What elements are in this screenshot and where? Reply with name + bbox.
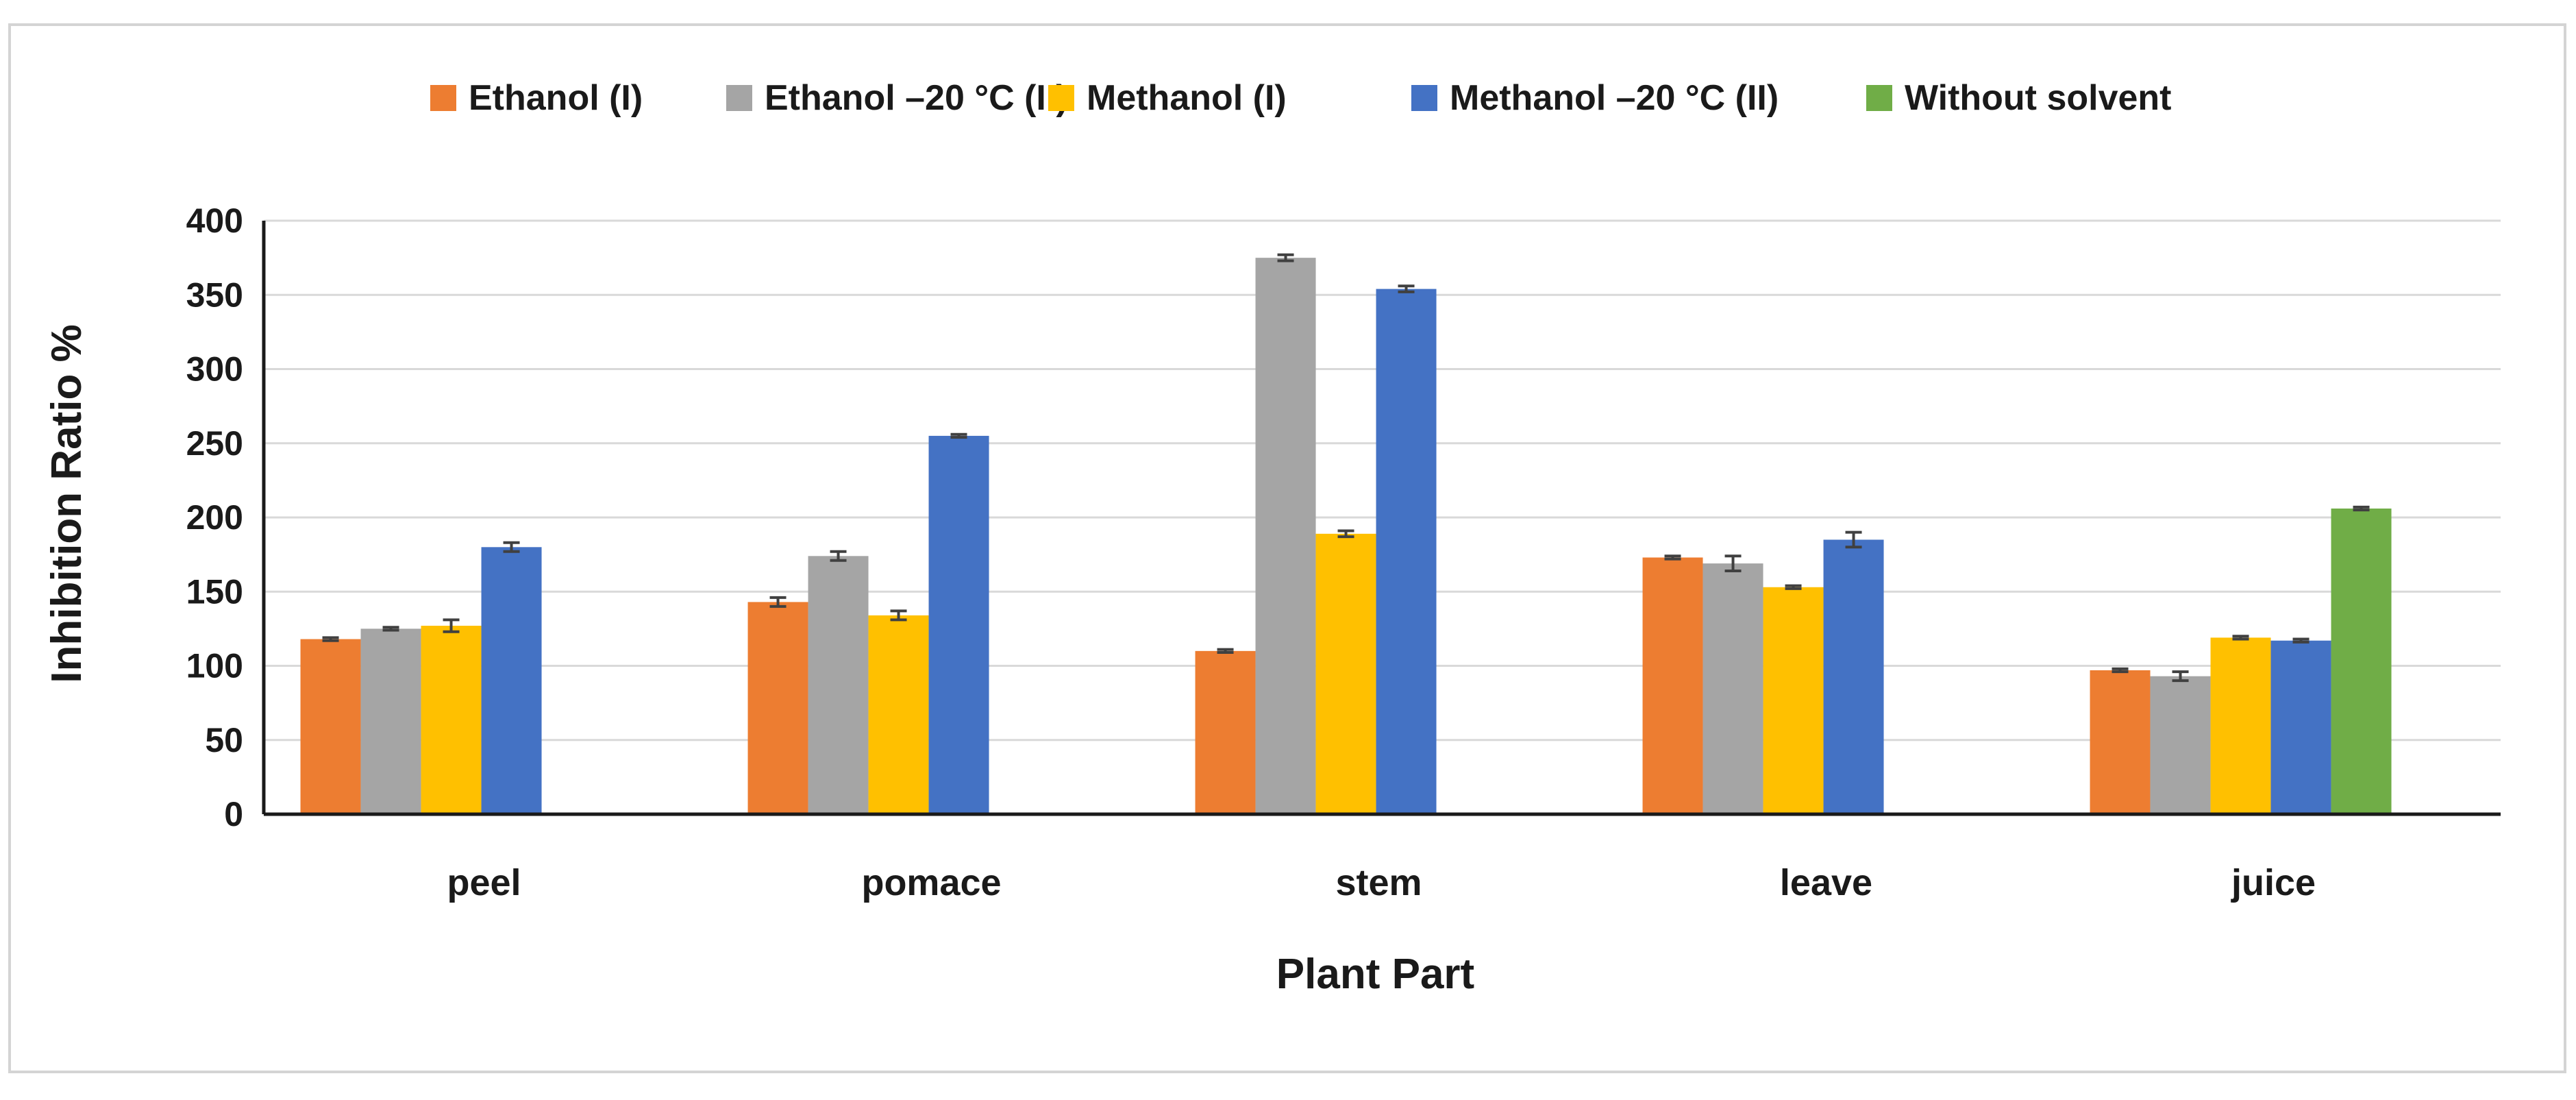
bar	[360, 628, 421, 814]
legend-label: Without solvent	[1905, 78, 2172, 118]
y-tick-label: 150	[186, 572, 243, 611]
bar	[2331, 509, 2392, 814]
legend-label: Methanol (I)	[1087, 78, 1287, 118]
y-tick-label: 300	[186, 350, 243, 389]
legend-swatch	[726, 85, 752, 111]
bar	[2090, 670, 2151, 814]
bar	[1823, 539, 1884, 814]
bar	[1376, 289, 1437, 815]
x-category-label: peel	[447, 862, 521, 903]
bars	[300, 258, 2392, 815]
bar	[1315, 533, 1376, 814]
legend-swatch	[1411, 85, 1437, 111]
x-category-label: juice	[2231, 862, 2316, 903]
bar	[481, 547, 542, 814]
bar	[1763, 587, 1824, 814]
x-category-label: stem	[1335, 862, 1422, 903]
legend-swatch	[1048, 85, 1074, 111]
bar	[1255, 258, 1316, 814]
bar	[421, 626, 482, 814]
x-category-label: pomace	[861, 862, 1001, 903]
legend-swatch	[430, 85, 456, 111]
bar	[808, 556, 869, 814]
bar	[747, 602, 808, 814]
legend-label: Ethanol –20 °C (II)	[765, 78, 1068, 118]
bar	[2150, 676, 2211, 814]
bar	[928, 435, 989, 814]
y-tick-label: 50	[205, 721, 243, 759]
y-tick-label: 100	[186, 647, 243, 685]
bar	[868, 615, 929, 814]
y-axis-title: Inhibition Ratio %	[43, 324, 90, 683]
y-tick-label: 200	[186, 498, 243, 537]
bar	[1195, 650, 1256, 814]
y-tick-label: 350	[186, 276, 243, 314]
x-category-label: leave	[1780, 862, 1872, 903]
y-tick-label: 400	[186, 201, 243, 240]
x-axis-category-labels: peel pomace stem leave juice	[447, 862, 2316, 903]
bar	[2210, 637, 2271, 814]
y-tick-label: 250	[186, 424, 243, 463]
legend-label: Ethanol (I)	[469, 78, 643, 118]
x-axis-title: Plant Part	[1276, 951, 1474, 998]
bar	[1642, 557, 1703, 814]
legend: Ethanol (I) Ethanol –20 °C (II) Methanol (…	[430, 78, 2172, 118]
bar	[300, 639, 361, 814]
bar	[1702, 563, 1763, 814]
y-axis-ticks: 0 50 100 150 200 250 300 350 400	[186, 201, 243, 833]
bar	[2270, 640, 2331, 814]
legend-swatch	[1866, 85, 1892, 111]
error-bars	[322, 253, 2370, 683]
legend-label: Methanol –20 °C (II)	[1450, 78, 1779, 118]
y-tick-label: 0	[224, 795, 243, 833]
